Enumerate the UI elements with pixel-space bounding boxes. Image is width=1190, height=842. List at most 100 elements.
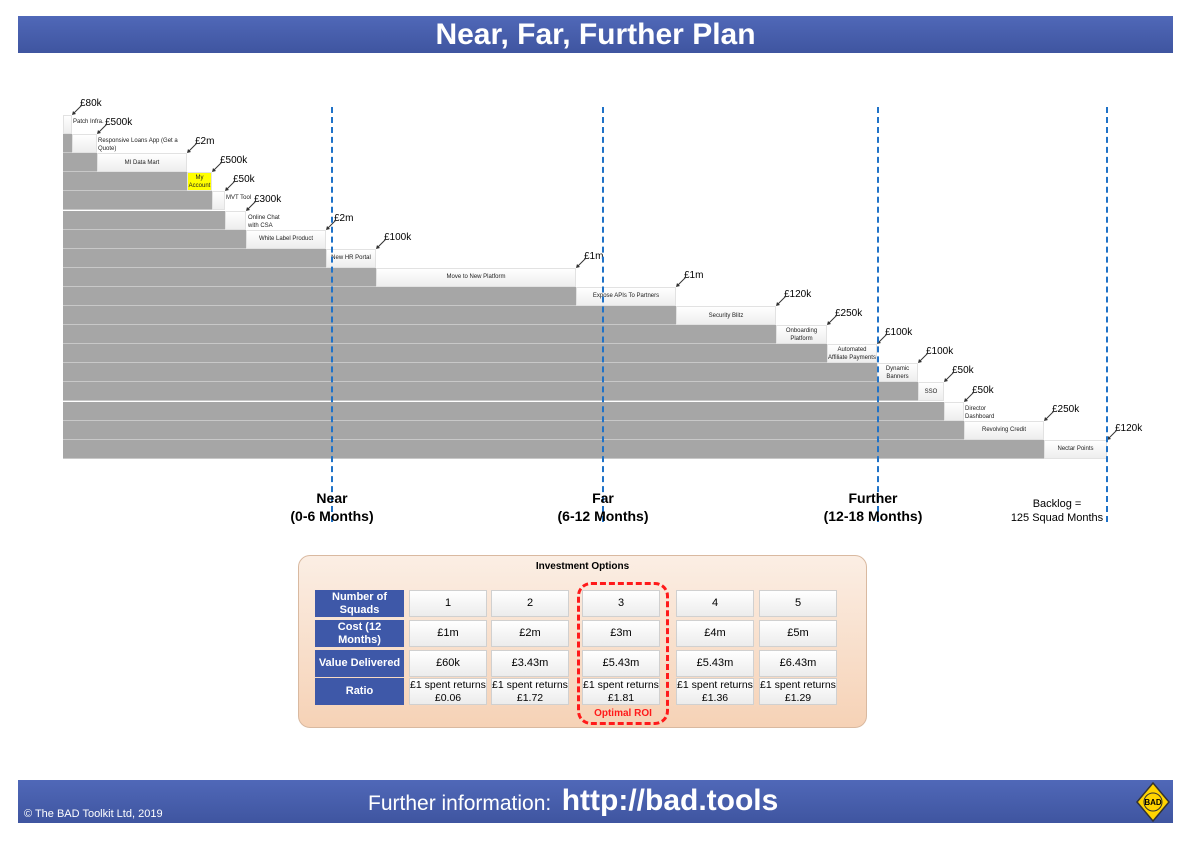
- further-info-label: Further information:: [368, 792, 552, 815]
- arrow-icon: [1107, 429, 1118, 440]
- gray-bar: [63, 248, 326, 268]
- roadmap-item-label: Responsive Loans App (Get a Quote): [98, 138, 178, 153]
- table-cell: £5.43m: [582, 650, 660, 677]
- row-header: Cost (12 Months): [315, 620, 404, 647]
- gray-bar: [63, 344, 827, 364]
- investment-options-panel: Investment Options Optimal ROI Number of…: [298, 555, 867, 728]
- cost-label: £120k: [784, 289, 812, 300]
- gray-bar: [63, 420, 964, 440]
- bad-logo: BAD: [1136, 781, 1170, 823]
- gray-bar: [63, 439, 1044, 459]
- roadmap-item[interactable]: Automated Affiliate Payments: [827, 344, 877, 364]
- table-cell: £4m: [676, 620, 754, 647]
- arrow-icon: [187, 142, 198, 154]
- arrow-icon: [576, 257, 587, 268]
- cost-label: £50k: [972, 384, 994, 396]
- table-cell: £1 spent returns £1.36: [676, 678, 754, 705]
- dashed-milestone-line: [1106, 107, 1108, 522]
- roadmap-item-label: Patch Infra.: [73, 119, 104, 125]
- table-cell: £1 spent returns £1.29: [759, 678, 837, 705]
- roadmap-item-label: Move to New Platform: [446, 274, 506, 281]
- cost-label: £500k: [105, 117, 133, 129]
- roadmap-item[interactable]: [212, 191, 225, 211]
- milestone-label: Near (0-6 Months): [252, 489, 412, 525]
- arrow-icon: [918, 352, 929, 364]
- roadmap-item[interactable]: Onboarding Platform: [776, 325, 827, 345]
- row-header: Number of Squads: [315, 590, 404, 617]
- roadmap-item[interactable]: MI Data Mart: [97, 153, 187, 173]
- milestone-name: Further: [848, 490, 898, 506]
- gray-bar: [63, 153, 97, 173]
- table-cell: £1 spent returns £0.06: [409, 678, 487, 705]
- arrow-icon: [944, 372, 955, 383]
- table-cell: £5.43m: [676, 650, 754, 677]
- roadmap-item[interactable]: My Account: [187, 172, 212, 192]
- roadmap-item-label: New HR Portal: [331, 255, 371, 262]
- cost-label: £50k: [233, 174, 255, 186]
- table-cell: 3: [582, 590, 660, 617]
- roadmap-item[interactable]: [63, 115, 72, 135]
- roadmap-item-label: Revolving Credit: [981, 427, 1027, 434]
- roadmap-item-label: White Label Product: [258, 236, 314, 243]
- gray-bar: [63, 325, 776, 345]
- table-cell: £3.43m: [491, 650, 569, 677]
- roadmap-staircase: Patch Infra. £80k Responsive Loans App (Ge…: [63, 98, 1142, 525]
- roadmap-item[interactable]: [944, 401, 964, 421]
- milestone-name: Far: [592, 490, 614, 506]
- cost-label: £250k: [1052, 403, 1080, 415]
- roadmap-item[interactable]: [72, 134, 97, 154]
- cost-label: £100k: [384, 231, 412, 243]
- table-cell: 2: [491, 590, 569, 617]
- table-cell: £1 spent returns £1.81: [582, 678, 660, 705]
- cost-label: £300k: [254, 193, 282, 205]
- cost-label: £100k: [885, 327, 913, 339]
- gray-bar: [63, 210, 225, 230]
- roadmap-item[interactable]: Security Blitz: [676, 306, 776, 326]
- milestone-name: Near: [316, 490, 348, 506]
- arrow-icon: [676, 276, 687, 287]
- roadmap-item[interactable]: [225, 210, 246, 230]
- roadmap-item[interactable]: White Label Product: [246, 229, 326, 249]
- cost-label: £50k: [952, 365, 974, 377]
- roadmap-item[interactable]: Dynamic Banners: [877, 363, 918, 383]
- row-header: Ratio: [315, 678, 404, 705]
- table-cell: £6.43m: [759, 650, 837, 677]
- roadmap-item[interactable]: SSO: [918, 382, 944, 402]
- roadmap-item[interactable]: Move to New Platform: [376, 267, 576, 287]
- cost-label: £250k: [835, 308, 863, 320]
- roadmap-item-label: Automated Affiliate Payments: [828, 346, 876, 361]
- roadmap-item[interactable]: Revolving Credit: [964, 420, 1044, 440]
- roadmap-item[interactable]: New HR Portal: [326, 248, 376, 268]
- table-cell: £2m: [491, 620, 569, 647]
- roadmap-item[interactable]: Nectar Points: [1044, 439, 1107, 459]
- gray-bar: [63, 172, 187, 192]
- roadmap-item-label: Security Blitz: [708, 312, 744, 319]
- optimal-roi-highlight: [577, 582, 669, 725]
- arrow-icon: [827, 314, 838, 326]
- gray-bar: [63, 134, 72, 154]
- cost-label: £500k: [220, 155, 248, 167]
- website-link[interactable]: http://bad.tools: [561, 784, 779, 817]
- cost-label: £2m: [195, 136, 215, 148]
- roadmap-item-label: MI Data Mart: [124, 159, 160, 166]
- table-cell: £60k: [409, 650, 487, 677]
- milestone-range: (12-18 Months): [823, 508, 923, 524]
- page-title: Near, Far, Further Plan: [18, 16, 1173, 53]
- arrow-icon: [72, 104, 83, 115]
- optimal-roi-label: Optimal ROI: [594, 708, 652, 719]
- gray-bar: [63, 267, 376, 287]
- cost-label: £2m: [334, 212, 354, 224]
- gray-bar: [63, 286, 576, 306]
- table-cell: £1m: [409, 620, 487, 647]
- gray-bar: [63, 401, 944, 421]
- dashed-milestone-line: [602, 107, 604, 522]
- dashed-milestone-line: [877, 107, 879, 522]
- further-info: Further information: http://bad.tools: [368, 784, 778, 818]
- cost-label: £100k: [926, 346, 954, 358]
- roadmap-item-label: Online Chat with CSA: [248, 214, 280, 229]
- roadmap-item[interactable]: Expose APIs To Partners: [576, 286, 676, 306]
- arrow-icon: [246, 200, 257, 211]
- arrow-icon: [225, 181, 236, 192]
- roadmap-item-label: MVT Tool: [226, 195, 252, 202]
- arrow-icon: [97, 123, 108, 135]
